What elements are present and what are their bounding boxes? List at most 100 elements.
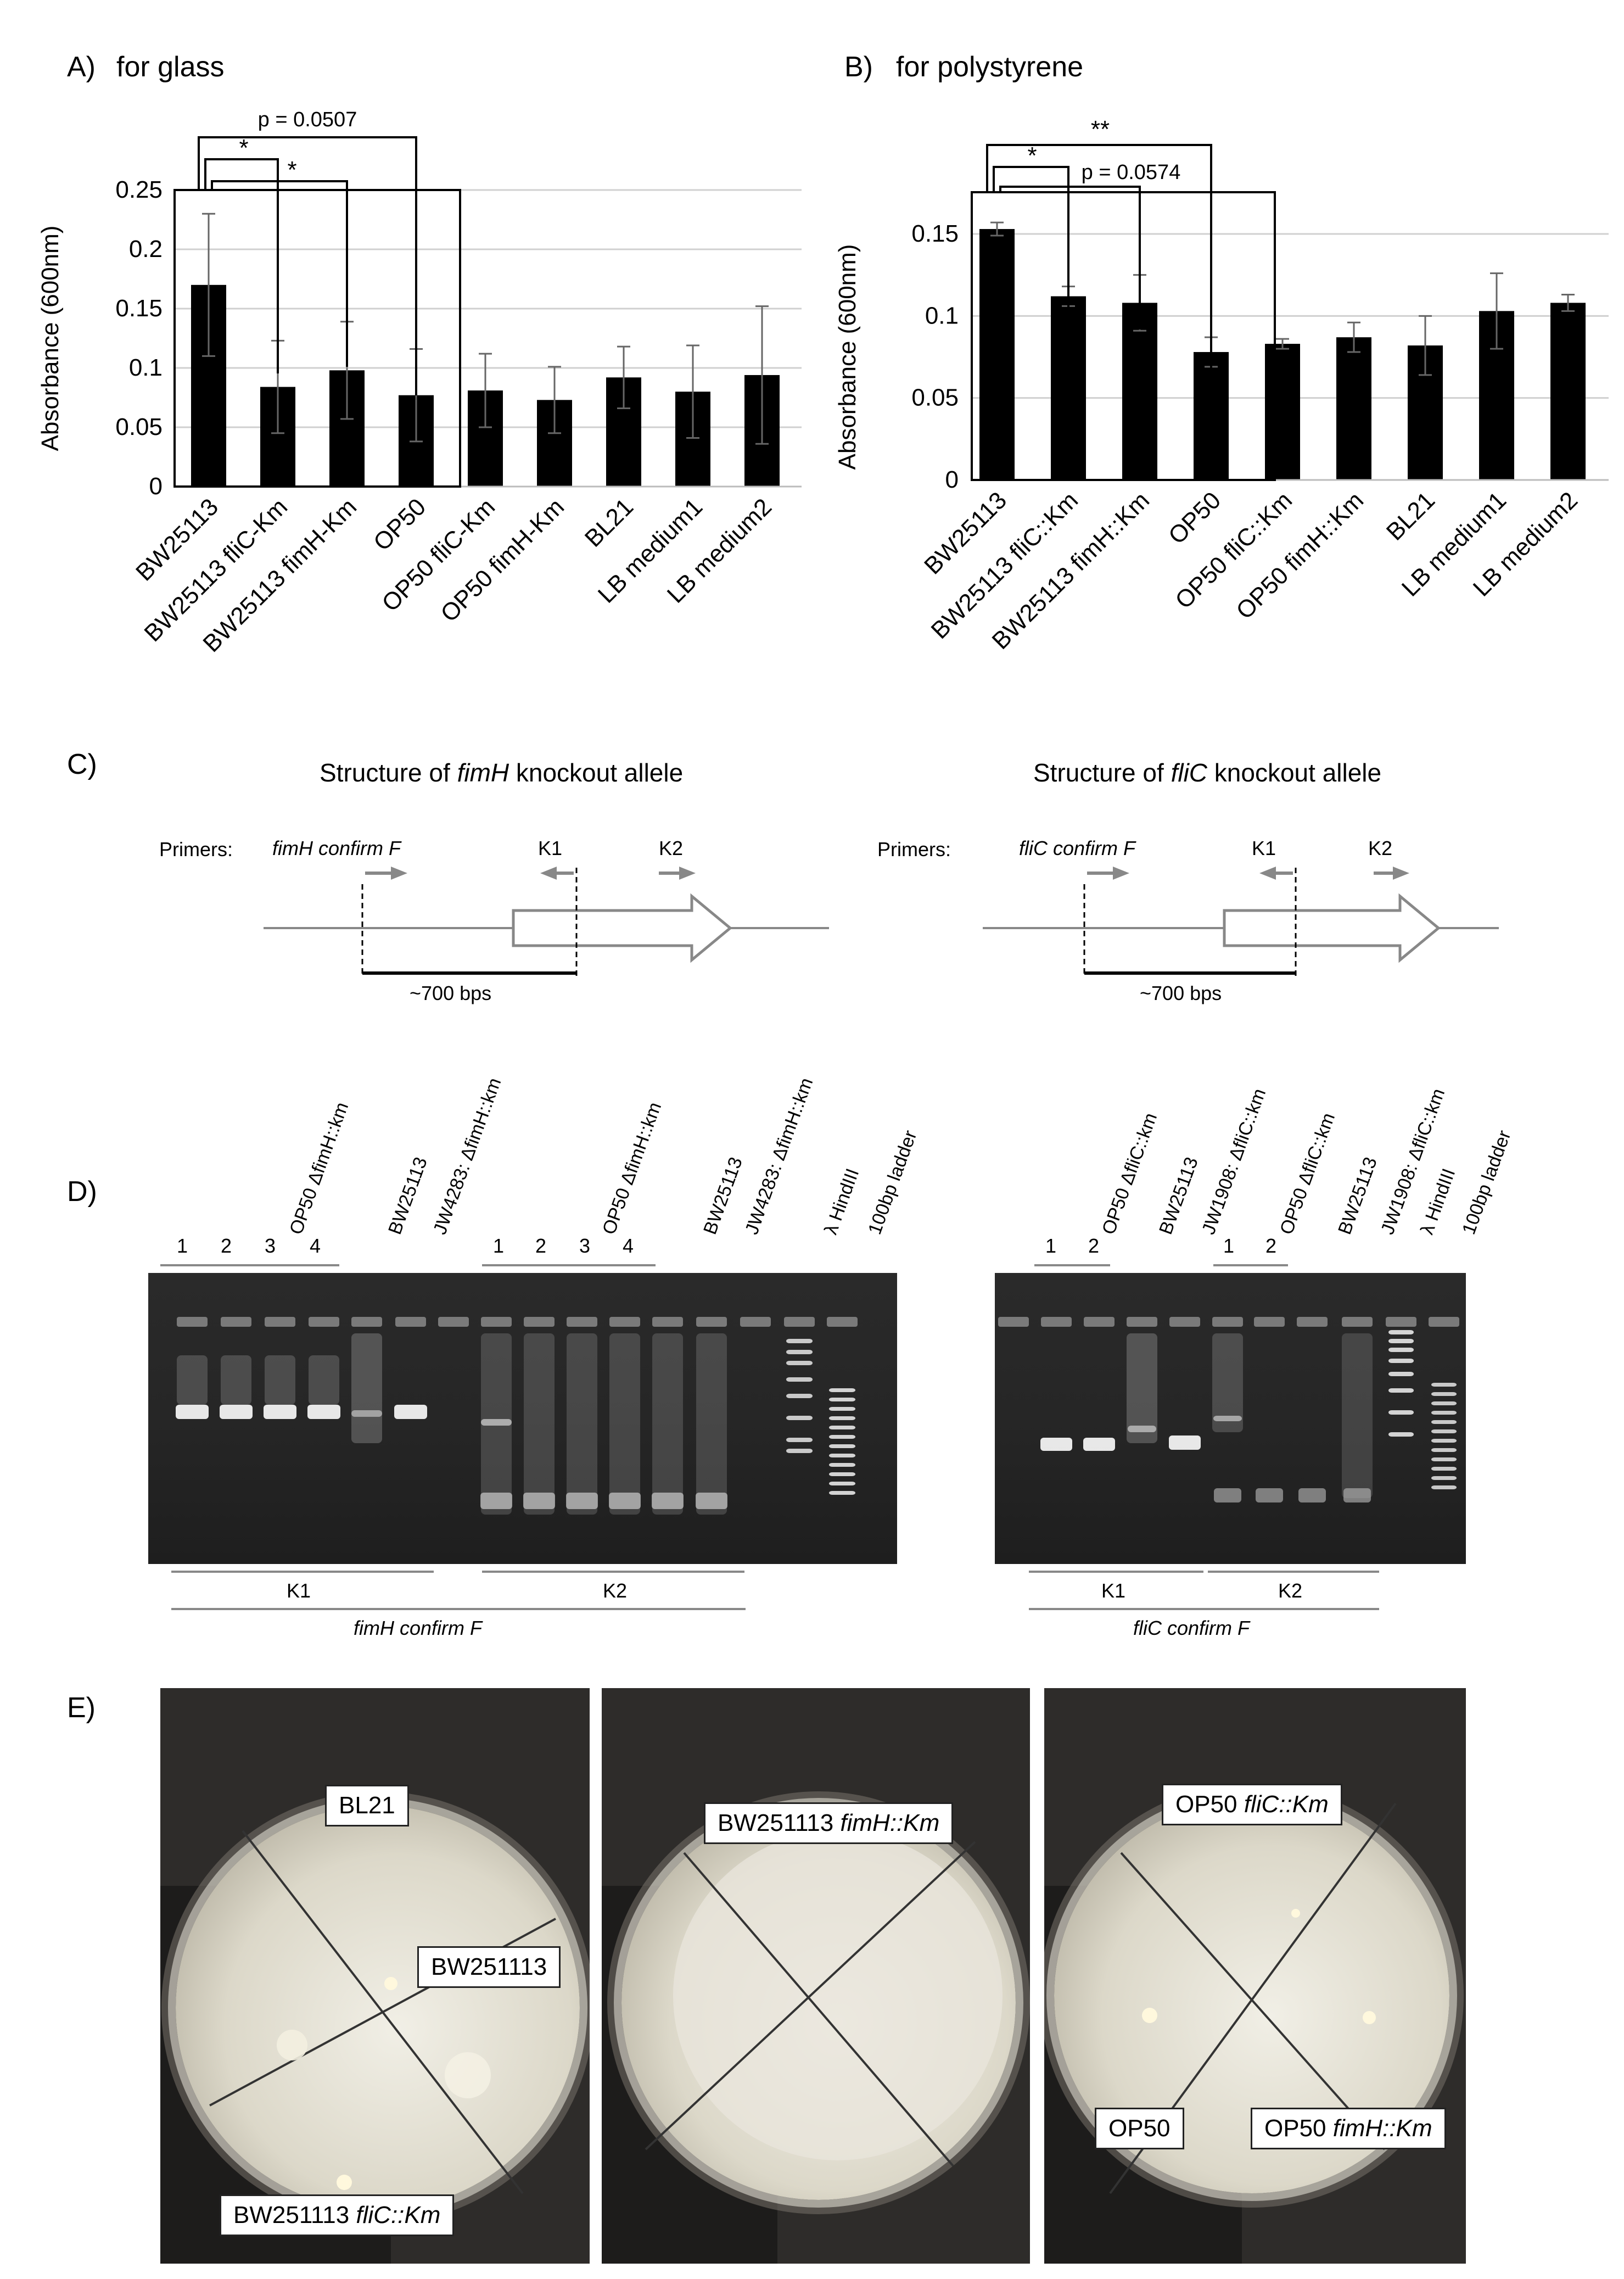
right-k2-label: K2 <box>1278 1579 1303 1602</box>
right-lambda-band-7 <box>1388 1410 1414 1415</box>
chart-a-annotation-star-1: * <box>239 135 248 161</box>
ladder-band-12 <box>829 1491 855 1495</box>
gel-lane-label-11: JW1908: ΔfliC::km <box>1198 1086 1270 1237</box>
chart-b-bracket-fimh <box>999 186 1141 329</box>
chart-b-bracket-flic <box>993 166 1069 339</box>
primers-label-right: Primers: <box>877 838 951 861</box>
left-gel-band-4 <box>307 1405 340 1419</box>
left-lane-num-1: 1 <box>177 1235 188 1257</box>
gel-lane-label-6: JW4283: ΔfimH::km <box>741 1075 817 1237</box>
left-gel-well-9 <box>524 1317 555 1327</box>
colony-2 <box>277 2030 307 2060</box>
left-gel-well-7 <box>438 1317 469 1327</box>
right-ladder-band-1 <box>1431 1383 1457 1387</box>
chart-b-bar-5 <box>1265 344 1300 480</box>
right-lambda-band-8 <box>1388 1432 1414 1437</box>
left-k2-label: K2 <box>603 1579 628 1602</box>
panel-b-label: B) <box>844 51 873 83</box>
right-gel-image <box>995 1273 1466 1564</box>
ladder-band-3 <box>829 1407 855 1411</box>
plate-photo-1: BL21 BW251113 BW251113 fliC::Km <box>160 1688 590 2264</box>
left-lane-num-3: 3 <box>265 1235 276 1257</box>
ladder-band-9 <box>829 1463 855 1467</box>
chart-a-category-label-7: BL21 <box>580 493 639 552</box>
fimh-size-label: ~700 bps <box>410 982 492 1004</box>
chart-b-ytick-label: 0.1 <box>925 302 959 329</box>
chart-a-category-label-6: OP50 fimH-Km <box>435 493 569 627</box>
right-gel-well-4 <box>1127 1317 1157 1327</box>
left-lane-num-2: 2 <box>221 1235 232 1257</box>
right-k1-label: K1 <box>1101 1579 1126 1602</box>
right-lane-num-4: 2 <box>1265 1235 1277 1257</box>
left-k1-label: K1 <box>287 1579 311 1602</box>
fimh-k2-label: K2 <box>659 837 684 859</box>
chart-b-significance-box <box>971 191 1276 481</box>
right-ladder-band-9 <box>1431 1457 1457 1461</box>
fimh-k1-label: K1 <box>538 837 563 859</box>
left-gel-image <box>148 1273 897 1564</box>
colony-1 <box>384 1977 397 1990</box>
left-lane-num-4: 4 <box>310 1235 321 1257</box>
left-gel-primerdimer-2 <box>523 1493 555 1509</box>
right-gel-band-k2-1 <box>1213 1416 1242 1421</box>
colony-3 <box>445 2052 491 2098</box>
gel-lane-label-10: BW25113 <box>1155 1154 1202 1237</box>
chart-b-bar-3 <box>1122 303 1157 480</box>
panel-d-label: D) <box>67 1176 97 1208</box>
swarm-growth <box>673 1831 1003 2160</box>
chart-a-ytick-label: 0.05 <box>115 414 163 440</box>
plate2-bwfimh-label: BW251113 fimH::Km <box>704 1802 954 1844</box>
right-ladder-band-3 <box>1431 1401 1457 1405</box>
gel-lane-label-1: OP50 ΔfimH::km <box>285 1099 353 1237</box>
flic-km-cassette-arrow <box>1223 893 1441 963</box>
panel-b-title: for polystyrene <box>896 51 1084 83</box>
plate3-opfimh-label: OP50 fimH::Km <box>1251 2108 1446 2149</box>
chart-b-ytick-label: 0.15 <box>911 220 959 247</box>
right-lambda-band-3 <box>1388 1348 1414 1352</box>
left-gel-band-3 <box>264 1405 296 1419</box>
left-lane-num-6: 2 <box>535 1235 547 1257</box>
flic-k1-label: K1 <box>1252 837 1276 859</box>
right-gel-band-1 <box>1040 1438 1072 1451</box>
right-gel-primerdimer-2 <box>1256 1488 1283 1502</box>
gel-lane-label-13: BW25113 <box>1334 1154 1381 1237</box>
petri-dish-1 <box>176 1806 580 2210</box>
right-gel-well-10 <box>1386 1317 1416 1327</box>
chart-a-ytick-label: 0.15 <box>115 295 163 322</box>
right-gel-well-7 <box>1254 1317 1285 1327</box>
ladder-band-11 <box>829 1482 855 1485</box>
right-ladder-band-6 <box>1431 1429 1457 1433</box>
panel-e-label: E) <box>67 1692 96 1724</box>
primers-label: Primers: <box>159 838 233 861</box>
left-gel-well-12 <box>652 1317 683 1327</box>
lambda-band-7 <box>786 1438 813 1442</box>
right-lambda-band-5 <box>1388 1372 1414 1376</box>
left-gel-well-16 <box>827 1317 858 1327</box>
chart-a-ytick-label: 0.2 <box>129 236 163 262</box>
flic-size-label: ~700 bps <box>1140 982 1222 1004</box>
chart-b-bar-9 <box>1550 303 1586 480</box>
flic-allele-diagram <box>983 867 1499 977</box>
gel-lane-label-2: BW25113 <box>384 1154 432 1237</box>
left-gel-well-10 <box>567 1317 597 1327</box>
flic-confirm-primer-label: fliC confirm F <box>1019 837 1136 859</box>
colony-7 <box>1291 1909 1300 1918</box>
gel-lane-label-9: OP50 ΔfliC::km <box>1098 1110 1162 1237</box>
fimh-km-cassette-arrow <box>512 893 732 963</box>
right-confirm-label: fliC confirm F <box>1133 1617 1250 1639</box>
chart-a-bracket-flic <box>204 158 279 373</box>
left-confirm-bracket <box>171 1608 746 1610</box>
right-ladder-band-11 <box>1431 1476 1457 1480</box>
left-gel-well-5 <box>351 1317 382 1327</box>
gel-lane-label-3: JW4283: ΔfimH::km <box>429 1075 506 1237</box>
right-lambda-band-4 <box>1388 1359 1414 1363</box>
chart-b-bar-1 <box>979 229 1015 480</box>
left-gel-band-2 <box>220 1405 253 1419</box>
right-gel-band-bw <box>1128 1426 1156 1432</box>
left-gel-well-13 <box>696 1317 727 1327</box>
chart-b-category-label-4: OP50 <box>1163 487 1226 549</box>
lambda-band-8 <box>786 1449 813 1453</box>
lambda-band-6 <box>786 1416 813 1420</box>
plate-photo-3: OP50 fliC::Km OP50 OP50 fimH::Km <box>1044 1688 1466 2264</box>
